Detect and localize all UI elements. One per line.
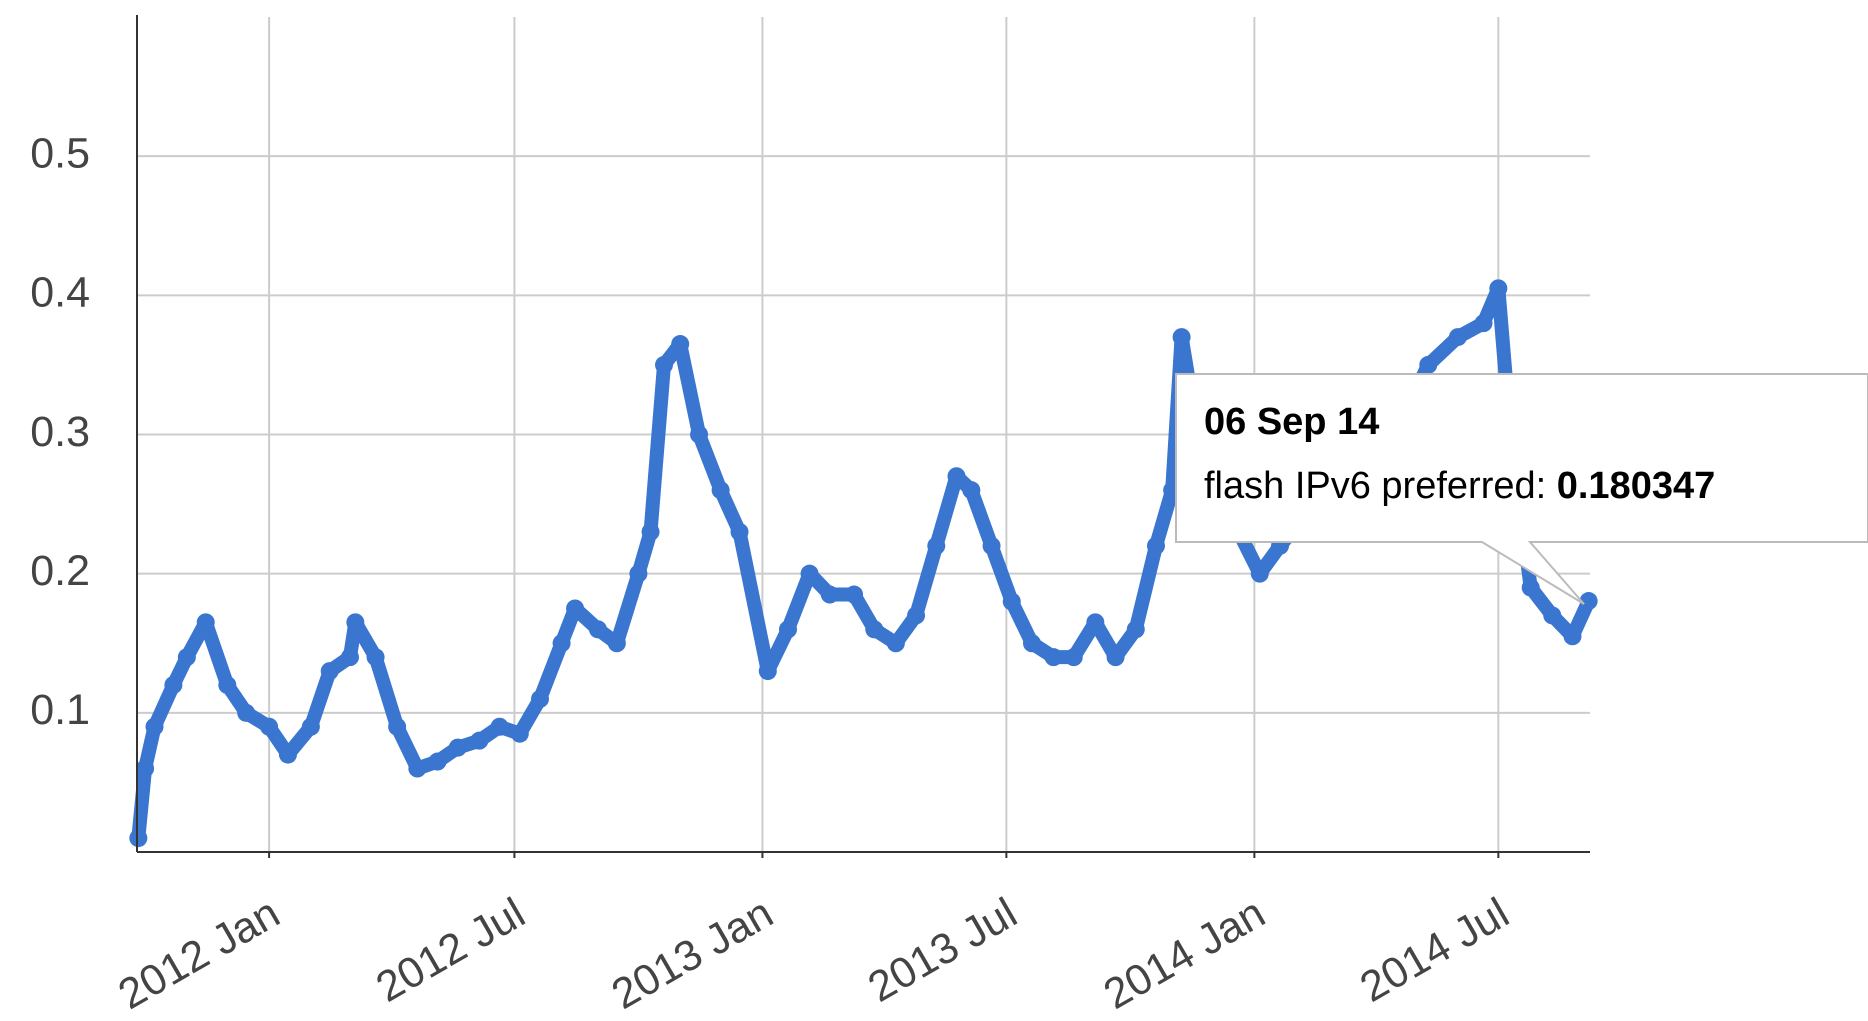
data-point [136, 759, 155, 778]
x-tick-label: 2014 Jan [1096, 889, 1273, 1019]
data-point [907, 606, 926, 625]
x-tick-label: 2014 Jul [1352, 889, 1517, 1012]
data-point [1579, 592, 1598, 611]
data-point [1521, 578, 1540, 597]
data-point [1002, 592, 1021, 611]
data-point [1543, 606, 1562, 625]
data-point [320, 662, 339, 681]
data-point [552, 634, 571, 653]
tooltip-label: flash IPv6 preferred: [1204, 465, 1546, 507]
data-point [865, 620, 884, 639]
grid [137, 17, 1590, 852]
data-point [218, 676, 237, 694]
y-tick-label: 0.2 [30, 547, 90, 595]
data-point [1448, 328, 1467, 347]
data-point [588, 620, 607, 639]
data-point [779, 620, 798, 639]
data-point [278, 745, 297, 764]
data-point [1172, 328, 1191, 347]
data-point [366, 648, 385, 667]
data-point [730, 522, 749, 541]
y-tick-label: 0.5 [30, 130, 90, 178]
data-point [982, 536, 1001, 555]
data-point [820, 585, 839, 604]
data-point [260, 717, 279, 736]
data-point [196, 613, 215, 632]
tooltip: 06 Sep 14 flash IPv6 preferred: 0.180347 [1175, 373, 1868, 605]
data-point [237, 703, 256, 722]
data-point [428, 752, 447, 771]
data-point [947, 467, 966, 486]
data-point [1064, 648, 1083, 667]
data-point [510, 724, 529, 743]
data-point [388, 717, 407, 736]
y-tick-label: 0.4 [30, 269, 90, 317]
data-point [629, 564, 648, 583]
data-point [607, 634, 626, 653]
data-point [758, 662, 777, 681]
x-tick-label: 2012 Jul [368, 889, 533, 1012]
data-point [671, 335, 690, 354]
data-point [1563, 627, 1582, 646]
data-point [1044, 648, 1063, 667]
data-point [490, 717, 509, 736]
data-point [1086, 613, 1105, 632]
data-point [690, 425, 709, 444]
data-point [301, 717, 320, 736]
data-point [177, 648, 196, 667]
data-point [1146, 536, 1165, 555]
data-point [448, 738, 467, 757]
y-tick-label: 0.3 [30, 408, 90, 456]
data-point [1022, 634, 1041, 653]
data-point [641, 522, 660, 541]
data-point [408, 759, 427, 778]
data-point [1419, 355, 1438, 374]
data-point [129, 829, 148, 848]
data-point [340, 648, 359, 667]
data-point [164, 676, 183, 694]
data-point [845, 585, 864, 604]
data-point [346, 613, 365, 632]
data-point [1106, 648, 1125, 667]
tooltip-text: flash IPv6 preferred: 0.180347 [1204, 465, 1715, 507]
tooltip-date: 06 Sep 14 [1204, 401, 1379, 443]
data-point [145, 717, 164, 736]
series-line [131, 281, 1596, 846]
data-point [962, 481, 981, 500]
x-tick-label: 2013 Jul [860, 889, 1025, 1012]
data-point [655, 355, 674, 374]
data-point [1474, 314, 1493, 333]
data-point [927, 536, 946, 555]
data-point [470, 731, 489, 750]
data-point [800, 564, 819, 583]
data-point [1250, 564, 1269, 583]
data-point [1489, 279, 1508, 298]
data-point [711, 481, 730, 500]
y-tick-label: 0.1 [30, 686, 90, 734]
data-point [886, 634, 905, 653]
x-tick-label: 2013 Jan [604, 889, 781, 1019]
data-point [531, 689, 550, 708]
tooltip-value: 0.180347 [1557, 465, 1716, 507]
marks [129, 279, 1598, 848]
data-point [566, 599, 585, 618]
x-tick-label: 2012 Jan [111, 889, 288, 1019]
data-point [1126, 620, 1145, 639]
tooltip-box [1175, 373, 1868, 605]
